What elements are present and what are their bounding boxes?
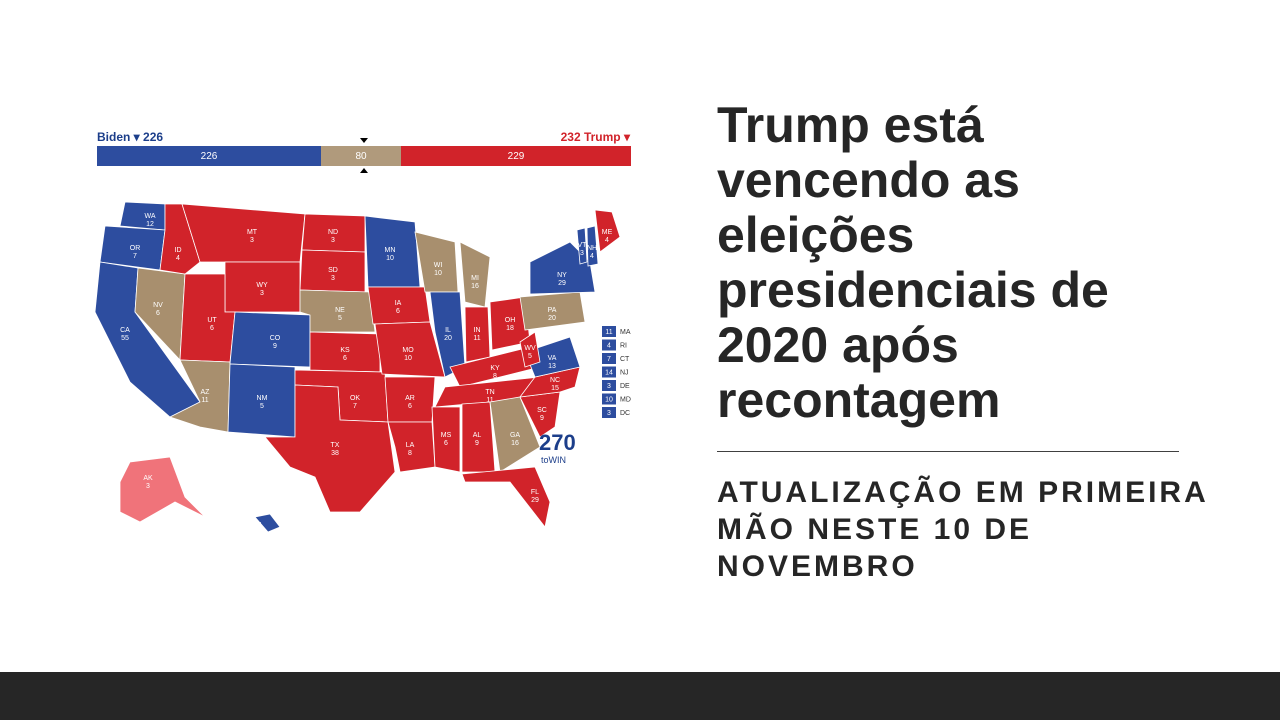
small-state-ev-ri: 4: [607, 343, 611, 350]
small-state-ev-de: 3: [607, 383, 611, 390]
state-label-mi: MI 16: [471, 275, 479, 290]
state-label-mo: MO 10: [402, 347, 414, 362]
state-label-hi: HI 4: [255, 522, 262, 537]
small-state-name-de: DE: [620, 383, 630, 390]
state-label-oh: OH 18: [505, 317, 516, 332]
state-vt: [576, 227, 588, 265]
small-state-box-nj: [602, 366, 616, 378]
state-ga: [489, 396, 541, 473]
state-label-pa: PA 20: [548, 307, 557, 322]
state-label-ny: NY 29: [557, 272, 567, 287]
state-me: [594, 209, 621, 253]
state-label-al: AL 9: [473, 432, 482, 447]
small-state-name-ct: CT: [620, 356, 630, 363]
state-label-nm: NM 5: [257, 395, 268, 410]
state-wa: [119, 201, 166, 231]
small-state-name-ri: RI: [620, 343, 627, 350]
majority-marker-top: [360, 138, 368, 143]
small-state-name-md: MD: [620, 397, 631, 404]
small-state-box-de: [602, 380, 616, 391]
state-label-wy: WY 3: [256, 282, 268, 297]
state-label-sc: SC 9: [537, 407, 547, 422]
state-label-ak: AK 3: [143, 475, 153, 490]
state-label-az: AZ 11: [201, 389, 211, 404]
state-label-nc: NC 15: [550, 377, 560, 392]
small-state-box-ma: [602, 326, 616, 337]
state-label-il: IL 20: [444, 327, 452, 342]
state-nh: [586, 225, 599, 267]
divider-line: [717, 451, 1179, 452]
state-label-nv: NV 6: [153, 302, 163, 317]
state-pa: [519, 291, 586, 331]
state-mt: [181, 203, 306, 263]
small-state-box-dc: [602, 407, 616, 418]
state-label-ms: MS 6: [441, 432, 452, 447]
small-state-name-nj: NJ: [620, 370, 629, 377]
state-wv: [519, 331, 541, 368]
us-states-map: WA 12 OR 7 CA 55 NV 6 ID 4 MT 3 WY 3 UT 6 AZ 11 CO 9 NM 5 ND 3 S…: [94, 201, 631, 537]
logo-towin: toWIN: [541, 455, 566, 465]
small-state-ev-ct: 7: [607, 356, 611, 363]
tally-tossup-segment: 80: [321, 146, 401, 166]
state-label-nd: ND 3: [328, 229, 338, 244]
headline: Trump está vencendo as eleições presiden…: [717, 97, 1109, 428]
majority-marker-bottom: [360, 168, 368, 173]
state-label-co: CO 9: [270, 335, 281, 350]
tally-biden-segment: 226: [97, 146, 321, 166]
state-label-sd: SD 3: [328, 267, 338, 282]
state-label-ia: IA 6: [395, 300, 402, 315]
state-label-wi: WI 10: [434, 262, 443, 277]
trump-total-label: 232 Trump ▾: [560, 130, 630, 144]
state-label-vt: VT 3: [578, 242, 588, 257]
state-label-ky: KY 8: [490, 365, 500, 380]
state-label-nh: NH 4: [587, 245, 597, 260]
small-state-ev-nj: 14: [605, 370, 613, 377]
state-label-va: VA 13: [548, 355, 557, 370]
state-label-ga: GA 16: [510, 432, 520, 447]
biden-total-label: Biden ▾ 226: [97, 130, 164, 144]
tally-trump-segment: 229: [401, 146, 631, 166]
state-label-ok: OK 7: [350, 395, 360, 410]
state-label-ks: KS 6: [340, 347, 350, 362]
small-state-ev-dc: 3: [607, 410, 611, 417]
state-label-id: ID 4: [175, 247, 182, 262]
state-label-mt: MT 3: [247, 229, 258, 244]
state-label-la: LA 8: [406, 442, 415, 457]
state-label-wv: WV 5: [524, 345, 536, 360]
subtitle: Atualização em primeira mão neste 10 de …: [717, 476, 1208, 583]
state-ak: [119, 456, 206, 523]
state-ms: [431, 406, 461, 473]
small-state-name-dc: DC: [620, 410, 630, 417]
small-state-box-ct: [602, 353, 616, 364]
state-label-mn: MN 10: [385, 247, 396, 262]
state-label-wa: WA 12: [144, 213, 155, 228]
state-label-ut: UT 6: [207, 317, 217, 332]
electoral-map-image: Biden ▾ 226 232 Trump ▾ 226 80 229 WA 12 O…: [90, 122, 640, 542]
small-state-box-md: [602, 393, 616, 405]
state-va: [524, 336, 581, 378]
small-states-legend: 11 MA 4 RI 7 CT 14 NJ 3 DE 10 MD 3 DC: [602, 326, 631, 418]
state-label-ca: CA 55: [120, 327, 130, 342]
state-label-fl: FL 29: [531, 489, 539, 504]
state-label-or: OR 7: [130, 245, 141, 260]
state-label-in: IN 11: [473, 327, 480, 342]
footer-bar: [0, 672, 1280, 720]
state-fl: [461, 466, 551, 528]
state-label-ne: NE 5: [335, 307, 345, 322]
logo-270: 270: [539, 430, 576, 455]
state-label-ar: AR 6: [405, 395, 415, 410]
state-la: [387, 421, 436, 473]
state-label-tx: TX 38: [331, 442, 340, 457]
state-label-me: ME 4: [602, 229, 613, 244]
state-hi: [254, 513, 281, 533]
small-state-ev-ma: 11: [605, 329, 612, 336]
small-state-box-ri: [602, 339, 616, 351]
state-tx: [264, 384, 396, 513]
state-label-tn: TN 11: [485, 389, 494, 404]
small-state-ev-md: 10: [605, 397, 613, 404]
state-ny: [529, 241, 596, 295]
small-state-name-ma: MA: [620, 329, 631, 336]
electoral-tally-bar: 226 80 229: [97, 146, 631, 166]
